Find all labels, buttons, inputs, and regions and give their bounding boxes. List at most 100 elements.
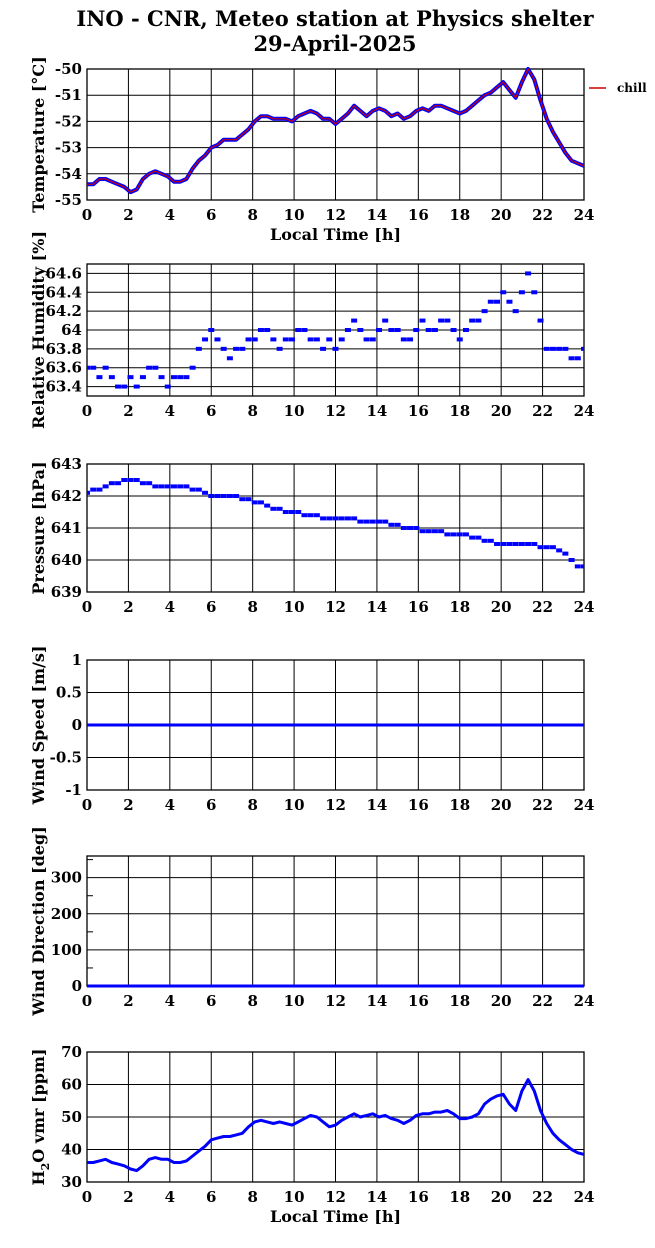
x-tick-label: 22 xyxy=(532,992,553,1010)
data-point xyxy=(307,337,314,342)
x-tick-label: 24 xyxy=(574,598,595,616)
data-point xyxy=(295,328,302,332)
data-point xyxy=(220,346,227,351)
x-tick-label: 18 xyxy=(449,206,470,224)
x-tick-label: 14 xyxy=(366,796,387,814)
data-point xyxy=(357,519,364,524)
legend-label-chill: chill xyxy=(617,81,647,95)
x-tick-label: 18 xyxy=(449,1188,470,1206)
data-point xyxy=(400,337,407,342)
x-tick-label: 22 xyxy=(532,402,553,420)
x-tick-label: 14 xyxy=(366,206,387,224)
data-point xyxy=(407,337,414,342)
data-point xyxy=(537,545,544,550)
plot-frame xyxy=(86,68,585,201)
y-tick-label: 70 xyxy=(61,1043,82,1061)
data-point xyxy=(202,490,209,495)
y-tick-label: 64.6 xyxy=(45,264,82,282)
x-tick-label: 24 xyxy=(574,1188,595,1206)
y-tick-label: -54 xyxy=(55,165,82,183)
plot-frame xyxy=(86,463,585,593)
y-axis-label: Wind Speed [m/s] xyxy=(29,646,48,806)
data-point xyxy=(500,542,507,546)
data-point xyxy=(226,494,233,498)
data-point xyxy=(344,516,351,521)
data-point xyxy=(326,337,333,342)
x-tick-label: 12 xyxy=(325,796,346,814)
x-tick-label: 12 xyxy=(325,402,346,420)
data-point xyxy=(208,328,215,332)
y-tick-label: 30 xyxy=(61,1173,82,1191)
data-point xyxy=(195,487,202,492)
data-point xyxy=(264,328,271,332)
data-point xyxy=(556,548,563,553)
series-line xyxy=(87,1078,584,1173)
data-point xyxy=(425,328,432,332)
data-point xyxy=(301,513,308,518)
data-point xyxy=(202,337,209,342)
x-tick-label: 20 xyxy=(491,1188,512,1206)
data-point xyxy=(313,337,320,342)
y-tick-label: 63.4 xyxy=(45,378,82,396)
y-axis-label: H2O vmr [ppm] xyxy=(29,1049,52,1186)
data-point xyxy=(357,328,364,332)
x-tick-label: 6 xyxy=(206,402,216,420)
data-point xyxy=(164,384,171,389)
data-point xyxy=(214,337,221,342)
data-point xyxy=(139,375,146,380)
data-point xyxy=(282,510,289,514)
data-point xyxy=(481,538,488,543)
data-point xyxy=(518,542,525,546)
data-point xyxy=(512,542,519,546)
data-point xyxy=(431,328,438,332)
data-point xyxy=(313,513,320,518)
x-tick-label: 6 xyxy=(206,206,216,224)
data-point xyxy=(562,346,569,351)
data-point xyxy=(581,564,584,569)
data-point xyxy=(419,318,426,323)
x-tick-label: 16 xyxy=(408,1188,429,1206)
data-point xyxy=(487,538,494,543)
data-point xyxy=(531,290,538,295)
x-tick-label: 2 xyxy=(123,796,133,814)
x-tick-label: 10 xyxy=(284,1188,305,1206)
data-point xyxy=(96,375,103,380)
x-tick-label: 12 xyxy=(325,1188,346,1206)
x-tick-label: 14 xyxy=(366,1188,387,1206)
data-point xyxy=(170,484,177,489)
data-point xyxy=(537,318,544,323)
x-tick-label: 2 xyxy=(123,206,133,224)
data-point xyxy=(108,481,115,486)
data-point xyxy=(183,484,190,489)
data-point xyxy=(270,506,277,511)
data-point xyxy=(512,309,519,314)
y-tick-label: -50 xyxy=(55,60,82,78)
series-group xyxy=(87,271,584,389)
y-axis-label: Relative Humidity [%] xyxy=(29,231,48,429)
x-tick-label: 14 xyxy=(366,992,387,1010)
data-point xyxy=(351,516,358,521)
x-tick-label: 16 xyxy=(408,402,429,420)
y-tick-label: -53 xyxy=(55,139,82,157)
x-tick-label: 22 xyxy=(532,796,553,814)
data-point xyxy=(394,522,401,527)
data-point xyxy=(239,497,246,502)
data-point xyxy=(494,542,501,546)
data-point xyxy=(574,564,581,569)
x-tick-label: 12 xyxy=(325,598,346,616)
data-point xyxy=(394,328,401,332)
data-point xyxy=(462,532,469,537)
x-tick-label: 12 xyxy=(325,992,346,1010)
data-point xyxy=(568,356,575,361)
x-tick-label: 24 xyxy=(574,992,595,1010)
y-axis-label: Wind Direction [deg] xyxy=(29,826,48,1017)
x-tick-label: 2 xyxy=(123,402,133,420)
x-tick-label: 16 xyxy=(408,796,429,814)
data-point xyxy=(289,510,296,514)
data-point xyxy=(332,346,339,351)
y-tick-label: 40 xyxy=(61,1141,82,1159)
x-tick-label: 18 xyxy=(449,796,470,814)
x-tick-label: 22 xyxy=(532,598,553,616)
